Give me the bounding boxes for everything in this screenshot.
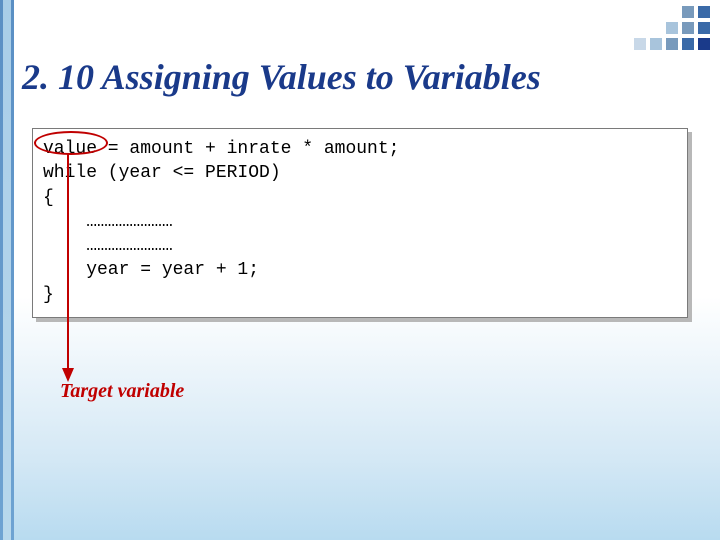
decor-square	[666, 38, 678, 50]
decor-square	[634, 22, 646, 34]
decor-square	[698, 38, 710, 50]
decor-square	[634, 6, 646, 18]
left-border-decor	[0, 0, 14, 540]
decor-square	[634, 38, 646, 50]
left-border-inner	[3, 0, 11, 540]
decor-square	[650, 22, 662, 34]
code-block: value = amount + inrate * amount; while …	[32, 128, 688, 318]
decor-square	[682, 22, 694, 34]
code-line: ……………………	[43, 212, 173, 232]
decor-square	[666, 6, 678, 18]
decor-square	[666, 22, 678, 34]
code-line: }	[43, 285, 54, 305]
code-line: while (year <= PERIOD)	[43, 163, 281, 183]
decor-square	[650, 6, 662, 18]
decor-square	[682, 6, 694, 18]
corner-square-decor	[634, 6, 710, 50]
annotation-label: Target variable	[60, 380, 184, 403]
slide-title: 2. 10 Assigning Values to Variables	[22, 56, 541, 98]
decor-square	[698, 22, 710, 34]
code-line: {	[43, 188, 54, 208]
code-line: year = year + 1;	[43, 260, 259, 280]
decor-square	[650, 38, 662, 50]
decor-square	[698, 6, 710, 18]
decor-square	[682, 38, 694, 50]
code-line: ……………………	[43, 236, 173, 256]
code-line: value = amount + inrate * amount;	[43, 139, 399, 159]
